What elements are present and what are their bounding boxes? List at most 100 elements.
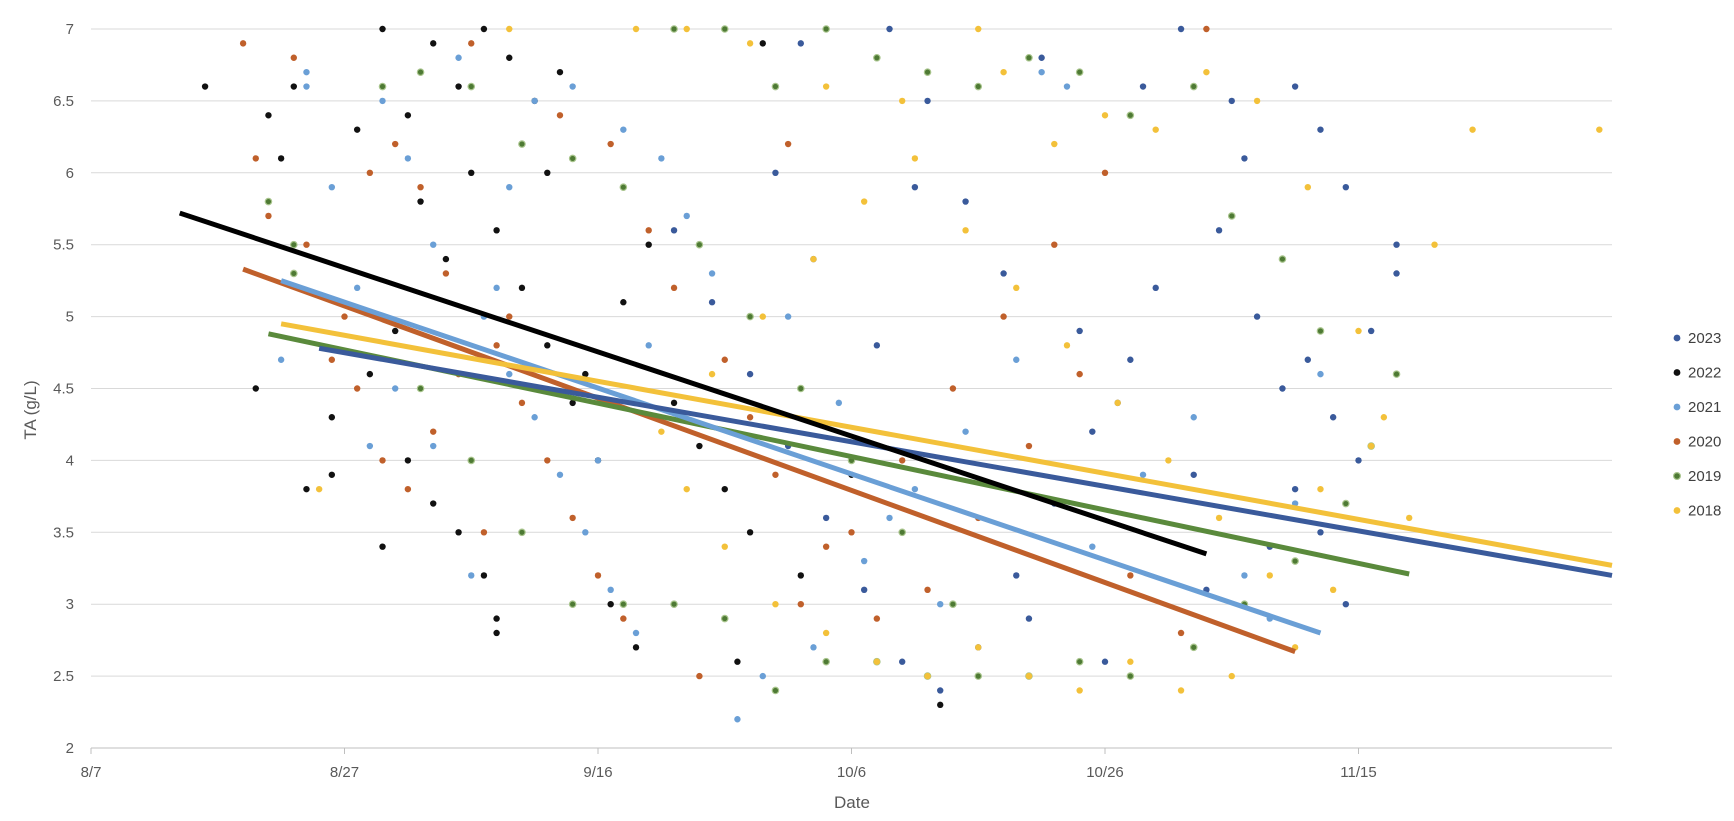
data-point bbox=[924, 672, 931, 680]
data-point bbox=[772, 471, 779, 478]
data-point bbox=[759, 672, 766, 680]
data-point bbox=[569, 83, 576, 90]
data-point bbox=[1101, 658, 1109, 665]
legend-marker bbox=[1673, 507, 1681, 514]
data-point bbox=[974, 82, 983, 91]
data-point bbox=[404, 155, 412, 162]
data-point bbox=[1215, 514, 1223, 522]
data-point bbox=[1152, 284, 1159, 292]
data-point bbox=[1101, 169, 1109, 176]
data-point bbox=[289, 240, 298, 249]
legend-label: 2021 bbox=[1688, 399, 1721, 416]
data-point bbox=[1076, 327, 1083, 335]
data-point bbox=[619, 183, 628, 191]
data-point bbox=[506, 54, 513, 61]
data-point bbox=[392, 327, 399, 335]
data-point bbox=[1316, 327, 1325, 335]
data-point bbox=[1000, 68, 1007, 76]
legend-item-2023: 2023 bbox=[1673, 330, 1721, 347]
series-2020-points bbox=[239, 25, 1210, 680]
data-point bbox=[416, 68, 425, 76]
data-point bbox=[1076, 370, 1083, 378]
data-point bbox=[860, 557, 868, 565]
data-point bbox=[303, 241, 310, 248]
data-point bbox=[290, 83, 297, 90]
data-point bbox=[442, 255, 450, 263]
data-point bbox=[696, 442, 703, 450]
data-point bbox=[1203, 25, 1210, 33]
data-point bbox=[353, 284, 361, 292]
data-point bbox=[366, 370, 374, 378]
data-point bbox=[315, 485, 323, 493]
data-point bbox=[670, 284, 678, 292]
legend-label: 2023 bbox=[1688, 330, 1721, 347]
data-point bbox=[455, 529, 462, 536]
data-point bbox=[1190, 471, 1197, 478]
legend-item-2018: 2018 bbox=[1673, 503, 1721, 520]
data-point bbox=[468, 169, 475, 176]
data-point bbox=[1227, 212, 1236, 220]
trendline-2022 bbox=[178, 210, 1208, 557]
data-point bbox=[594, 457, 602, 464]
data-point bbox=[1469, 126, 1476, 133]
legend-marker bbox=[1673, 403, 1681, 411]
data-point bbox=[455, 54, 462, 61]
data-point bbox=[1291, 485, 1299, 493]
data-point bbox=[860, 586, 868, 594]
legend: 2023 2022 2021 2020 2019 2018 bbox=[1672, 330, 1721, 520]
data-point bbox=[683, 212, 690, 220]
data-point bbox=[252, 155, 259, 162]
data-point bbox=[746, 40, 754, 47]
data-point bbox=[911, 485, 919, 493]
data-point bbox=[392, 140, 399, 148]
data-point bbox=[303, 83, 310, 90]
data-point bbox=[632, 644, 640, 651]
data-point bbox=[404, 457, 412, 464]
data-point bbox=[1367, 327, 1375, 335]
data-point bbox=[1393, 270, 1400, 277]
data-point bbox=[1203, 68, 1210, 76]
trendline-2023 bbox=[318, 345, 1613, 578]
data-point bbox=[822, 25, 830, 33]
data-point bbox=[328, 471, 336, 478]
data-point bbox=[1025, 442, 1033, 450]
data-point bbox=[1089, 428, 1096, 435]
legend-item-2019: 2019 bbox=[1672, 468, 1721, 485]
data-point bbox=[1266, 572, 1273, 579]
trendline-2020 bbox=[242, 266, 1296, 655]
data-point bbox=[658, 155, 665, 162]
data-point bbox=[430, 442, 437, 450]
series-2023-points bbox=[670, 25, 1400, 694]
data-point bbox=[899, 457, 906, 464]
data-point bbox=[1342, 601, 1350, 608]
legend-marker bbox=[1672, 472, 1681, 481]
data-point bbox=[822, 629, 830, 637]
data-point bbox=[1317, 126, 1324, 133]
data-point bbox=[430, 241, 437, 248]
data-point bbox=[480, 25, 488, 33]
data-point bbox=[518, 399, 526, 407]
data-point bbox=[873, 342, 881, 349]
trendlines bbox=[178, 210, 1613, 655]
data-point bbox=[670, 600, 678, 609]
data-point bbox=[277, 155, 285, 162]
data-point bbox=[1406, 514, 1413, 522]
data-point bbox=[1189, 643, 1198, 652]
data-point bbox=[328, 183, 336, 191]
y-tick-label: 5 bbox=[66, 309, 74, 326]
data-point bbox=[493, 284, 500, 292]
data-point bbox=[506, 313, 513, 320]
data-point bbox=[569, 399, 576, 407]
data-point bbox=[582, 370, 589, 378]
data-point bbox=[949, 385, 957, 392]
data-point bbox=[379, 543, 386, 550]
y-axis-ticks: 2 2.5 3 3.5 4 4.5 5 5.5 6 6.5 7 bbox=[53, 21, 74, 757]
data-point bbox=[1051, 140, 1058, 148]
data-point bbox=[493, 342, 500, 349]
data-point bbox=[746, 370, 754, 378]
data-point bbox=[620, 299, 627, 306]
data-point bbox=[417, 183, 424, 191]
data-point bbox=[518, 140, 526, 148]
data-point bbox=[949, 600, 957, 609]
data-point bbox=[746, 414, 754, 421]
